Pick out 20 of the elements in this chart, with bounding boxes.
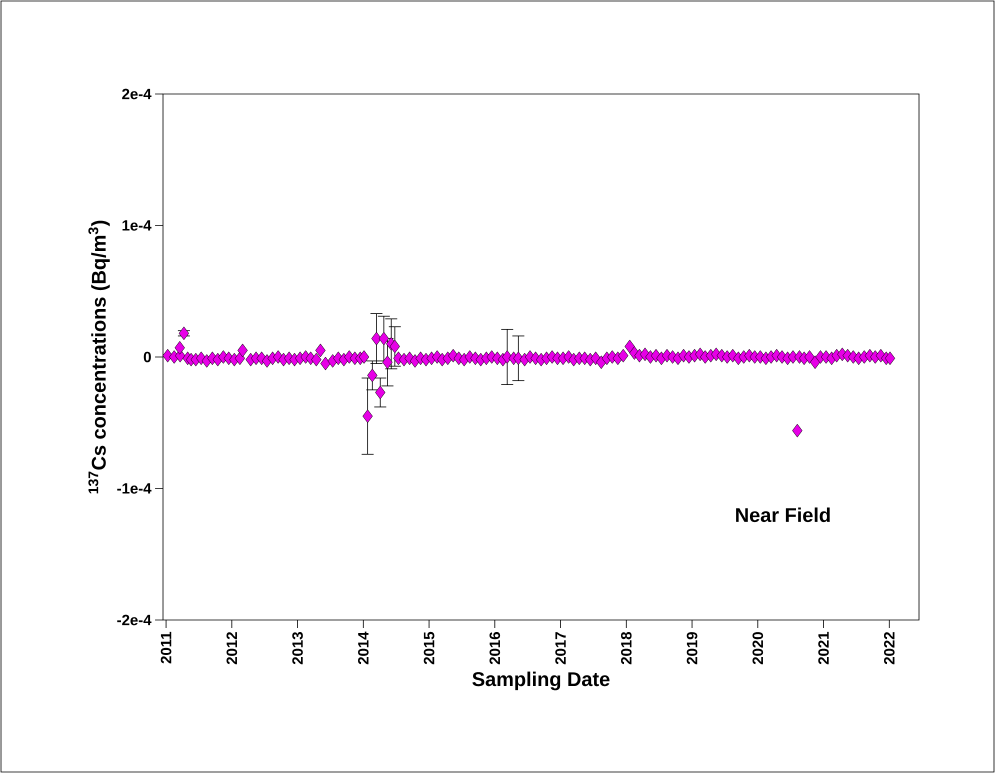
- y-tick-label: 1e-4: [122, 220, 152, 231]
- x-tick-label: 2013: [292, 632, 303, 664]
- y-tick-label: 0: [144, 352, 151, 362]
- x-tick-label: 2015: [424, 632, 434, 664]
- x-tick-label: 2016: [490, 632, 500, 664]
- x-tick-label: 2012: [226, 632, 238, 664]
- x-tick-label: 2011: [160, 632, 172, 664]
- y-axis-title: $^{137}$Cs concentrations (Bq/m$^{3}$): [88, 220, 110, 494]
- x-tick-label: 2020: [752, 632, 764, 664]
- x-tick-label: 2019: [686, 632, 698, 664]
- annotation: Near Field: [736, 507, 830, 522]
- x-tick-label: 2014: [358, 632, 369, 664]
- y-tick-label: -1e-4: [117, 483, 152, 494]
- x-tick-label: 2021: [818, 632, 829, 664]
- x-tick-label: 2022: [884, 632, 895, 664]
- x-tick-label: 2018: [621, 632, 632, 664]
- y-tick-label: -2e-4: [117, 614, 152, 626]
- y-tick-label: 2e-4: [122, 88, 152, 100]
- x-tick-label: 2017: [555, 632, 566, 664]
- x-axis-title: Sampling Date: [472, 672, 610, 690]
